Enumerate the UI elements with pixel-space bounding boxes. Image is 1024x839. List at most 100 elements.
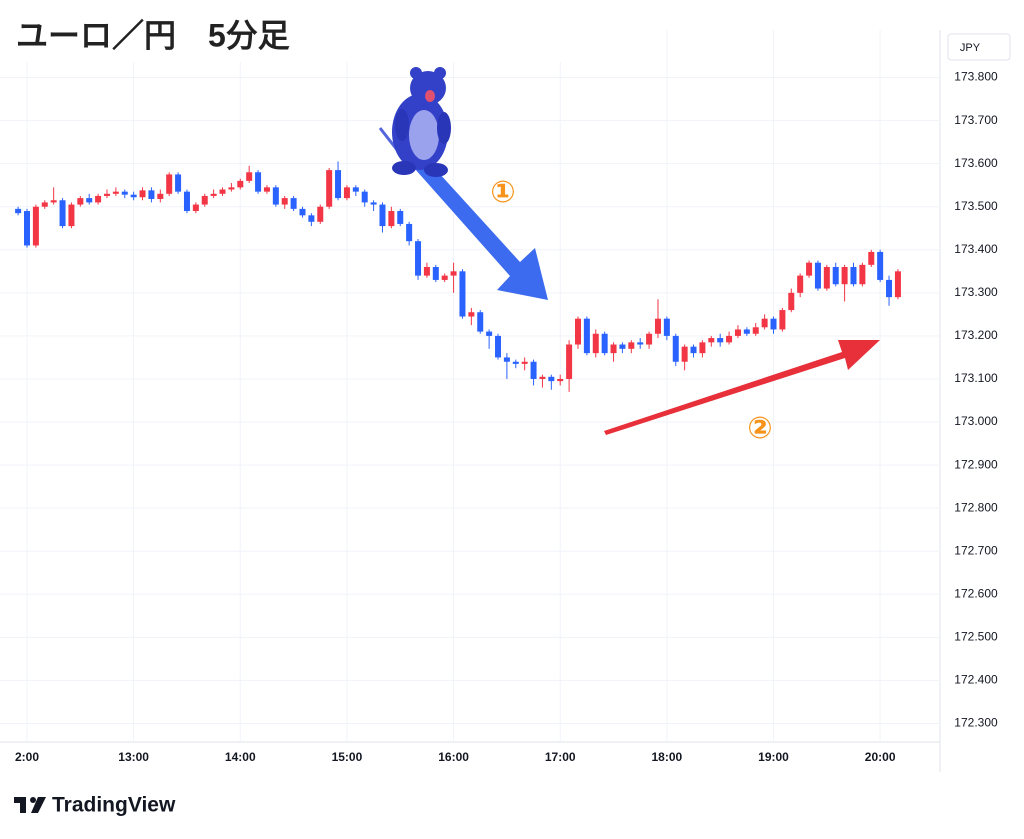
candle-body xyxy=(450,271,457,276)
candle-body xyxy=(699,342,706,354)
candle-body xyxy=(797,275,804,293)
y-tick-label: 173.700 xyxy=(954,113,998,127)
candle-body xyxy=(592,333,599,354)
candle-body xyxy=(761,318,768,328)
candle-body xyxy=(317,206,324,222)
chart-title: ユーロ／円 5分足 xyxy=(16,17,290,53)
candle-body xyxy=(726,335,733,343)
candle-body xyxy=(512,361,519,364)
candle-body xyxy=(326,170,333,207)
candle-body xyxy=(397,211,404,224)
candle-body xyxy=(148,190,155,199)
candle-body xyxy=(868,251,875,265)
down-arrow xyxy=(407,150,548,300)
candle-body xyxy=(68,204,75,227)
annotation: ② xyxy=(747,412,772,445)
x-tick-label: 15:00 xyxy=(332,750,363,764)
y-tick-label: 172.600 xyxy=(954,586,998,600)
currency-box xyxy=(947,33,1011,61)
candle-body xyxy=(86,198,93,203)
y-tick-label: 173.400 xyxy=(954,242,998,256)
brand-logo xyxy=(14,797,46,813)
candle-body xyxy=(352,187,359,192)
y-tick-label: 173.200 xyxy=(954,328,998,342)
candle-body xyxy=(850,267,857,285)
candle-body xyxy=(121,191,128,195)
candle-body xyxy=(95,195,102,203)
candle-body xyxy=(734,329,741,336)
candle-body xyxy=(574,318,581,345)
up-arrow xyxy=(604,340,880,435)
candle-body xyxy=(112,191,119,194)
candle-body xyxy=(503,357,510,362)
candle-body xyxy=(672,335,679,362)
candle-body xyxy=(41,202,48,207)
y-tick-label: 173.800 xyxy=(954,70,998,84)
candle-body xyxy=(370,202,377,205)
candle-body xyxy=(654,318,661,334)
candle-body xyxy=(432,267,439,280)
y-tick-label: 173.600 xyxy=(954,156,998,170)
candle-body xyxy=(886,279,893,298)
candle-body xyxy=(788,292,795,311)
candle-body xyxy=(468,312,475,317)
candle-body xyxy=(219,189,226,194)
x-tick-label: 18:00 xyxy=(652,750,683,764)
x-tick-label: 19:00 xyxy=(758,750,789,764)
candle-body xyxy=(379,204,386,227)
candle-body xyxy=(183,191,190,212)
candle-body xyxy=(583,318,590,354)
y-tick-label: 172.700 xyxy=(954,543,998,557)
candle-body xyxy=(272,187,279,205)
candle-body xyxy=(619,344,626,349)
candle-body xyxy=(246,172,253,181)
candle-body xyxy=(717,338,724,343)
candle-body xyxy=(290,198,297,209)
candle-body xyxy=(459,271,466,317)
candle-body xyxy=(681,346,688,362)
y-tick-label: 172.800 xyxy=(954,500,998,514)
candle-body xyxy=(210,193,217,196)
candle-body xyxy=(566,344,573,379)
candle-body xyxy=(806,262,813,276)
candle-body xyxy=(361,191,368,203)
candle-body xyxy=(646,333,653,345)
candle-body xyxy=(343,187,350,199)
candle-body xyxy=(548,376,555,382)
x-tick-label: 14:00 xyxy=(225,750,256,764)
candle-body xyxy=(539,376,546,379)
candle-body xyxy=(308,215,315,222)
y-tick-label: 172.500 xyxy=(954,630,998,644)
candle-body xyxy=(406,223,413,242)
candle-body xyxy=(175,174,182,192)
candle-body xyxy=(530,361,537,379)
candle-body xyxy=(752,327,759,334)
candle-body xyxy=(228,187,235,190)
candle-body xyxy=(877,251,884,280)
y-tick-label: 173.500 xyxy=(954,199,998,213)
candle-body xyxy=(823,267,830,289)
title-backdrop xyxy=(0,0,608,62)
y-tick-label: 173.000 xyxy=(954,414,998,428)
candle-body xyxy=(894,271,901,298)
currency-label: JPY xyxy=(960,42,981,54)
candle-body xyxy=(281,198,288,205)
y-tick-label: 172.300 xyxy=(954,716,998,730)
candle-body xyxy=(779,310,786,330)
x-tick-label: 13:00 xyxy=(118,750,149,764)
candle-body xyxy=(24,211,30,246)
candle-body xyxy=(628,342,635,349)
candle-body xyxy=(192,204,199,212)
plot-area: 172.300 172.400 172.500 172.600 172.700 172.8… xyxy=(0,30,998,764)
annotation: ① xyxy=(490,176,515,209)
candle-body xyxy=(15,208,22,214)
candle-body xyxy=(770,318,777,330)
candle-body xyxy=(708,338,715,343)
bear-illustration xyxy=(378,67,451,177)
candle-body xyxy=(415,241,422,276)
candle-body xyxy=(130,194,137,198)
candle-body xyxy=(663,318,670,336)
candle-body xyxy=(743,329,750,334)
